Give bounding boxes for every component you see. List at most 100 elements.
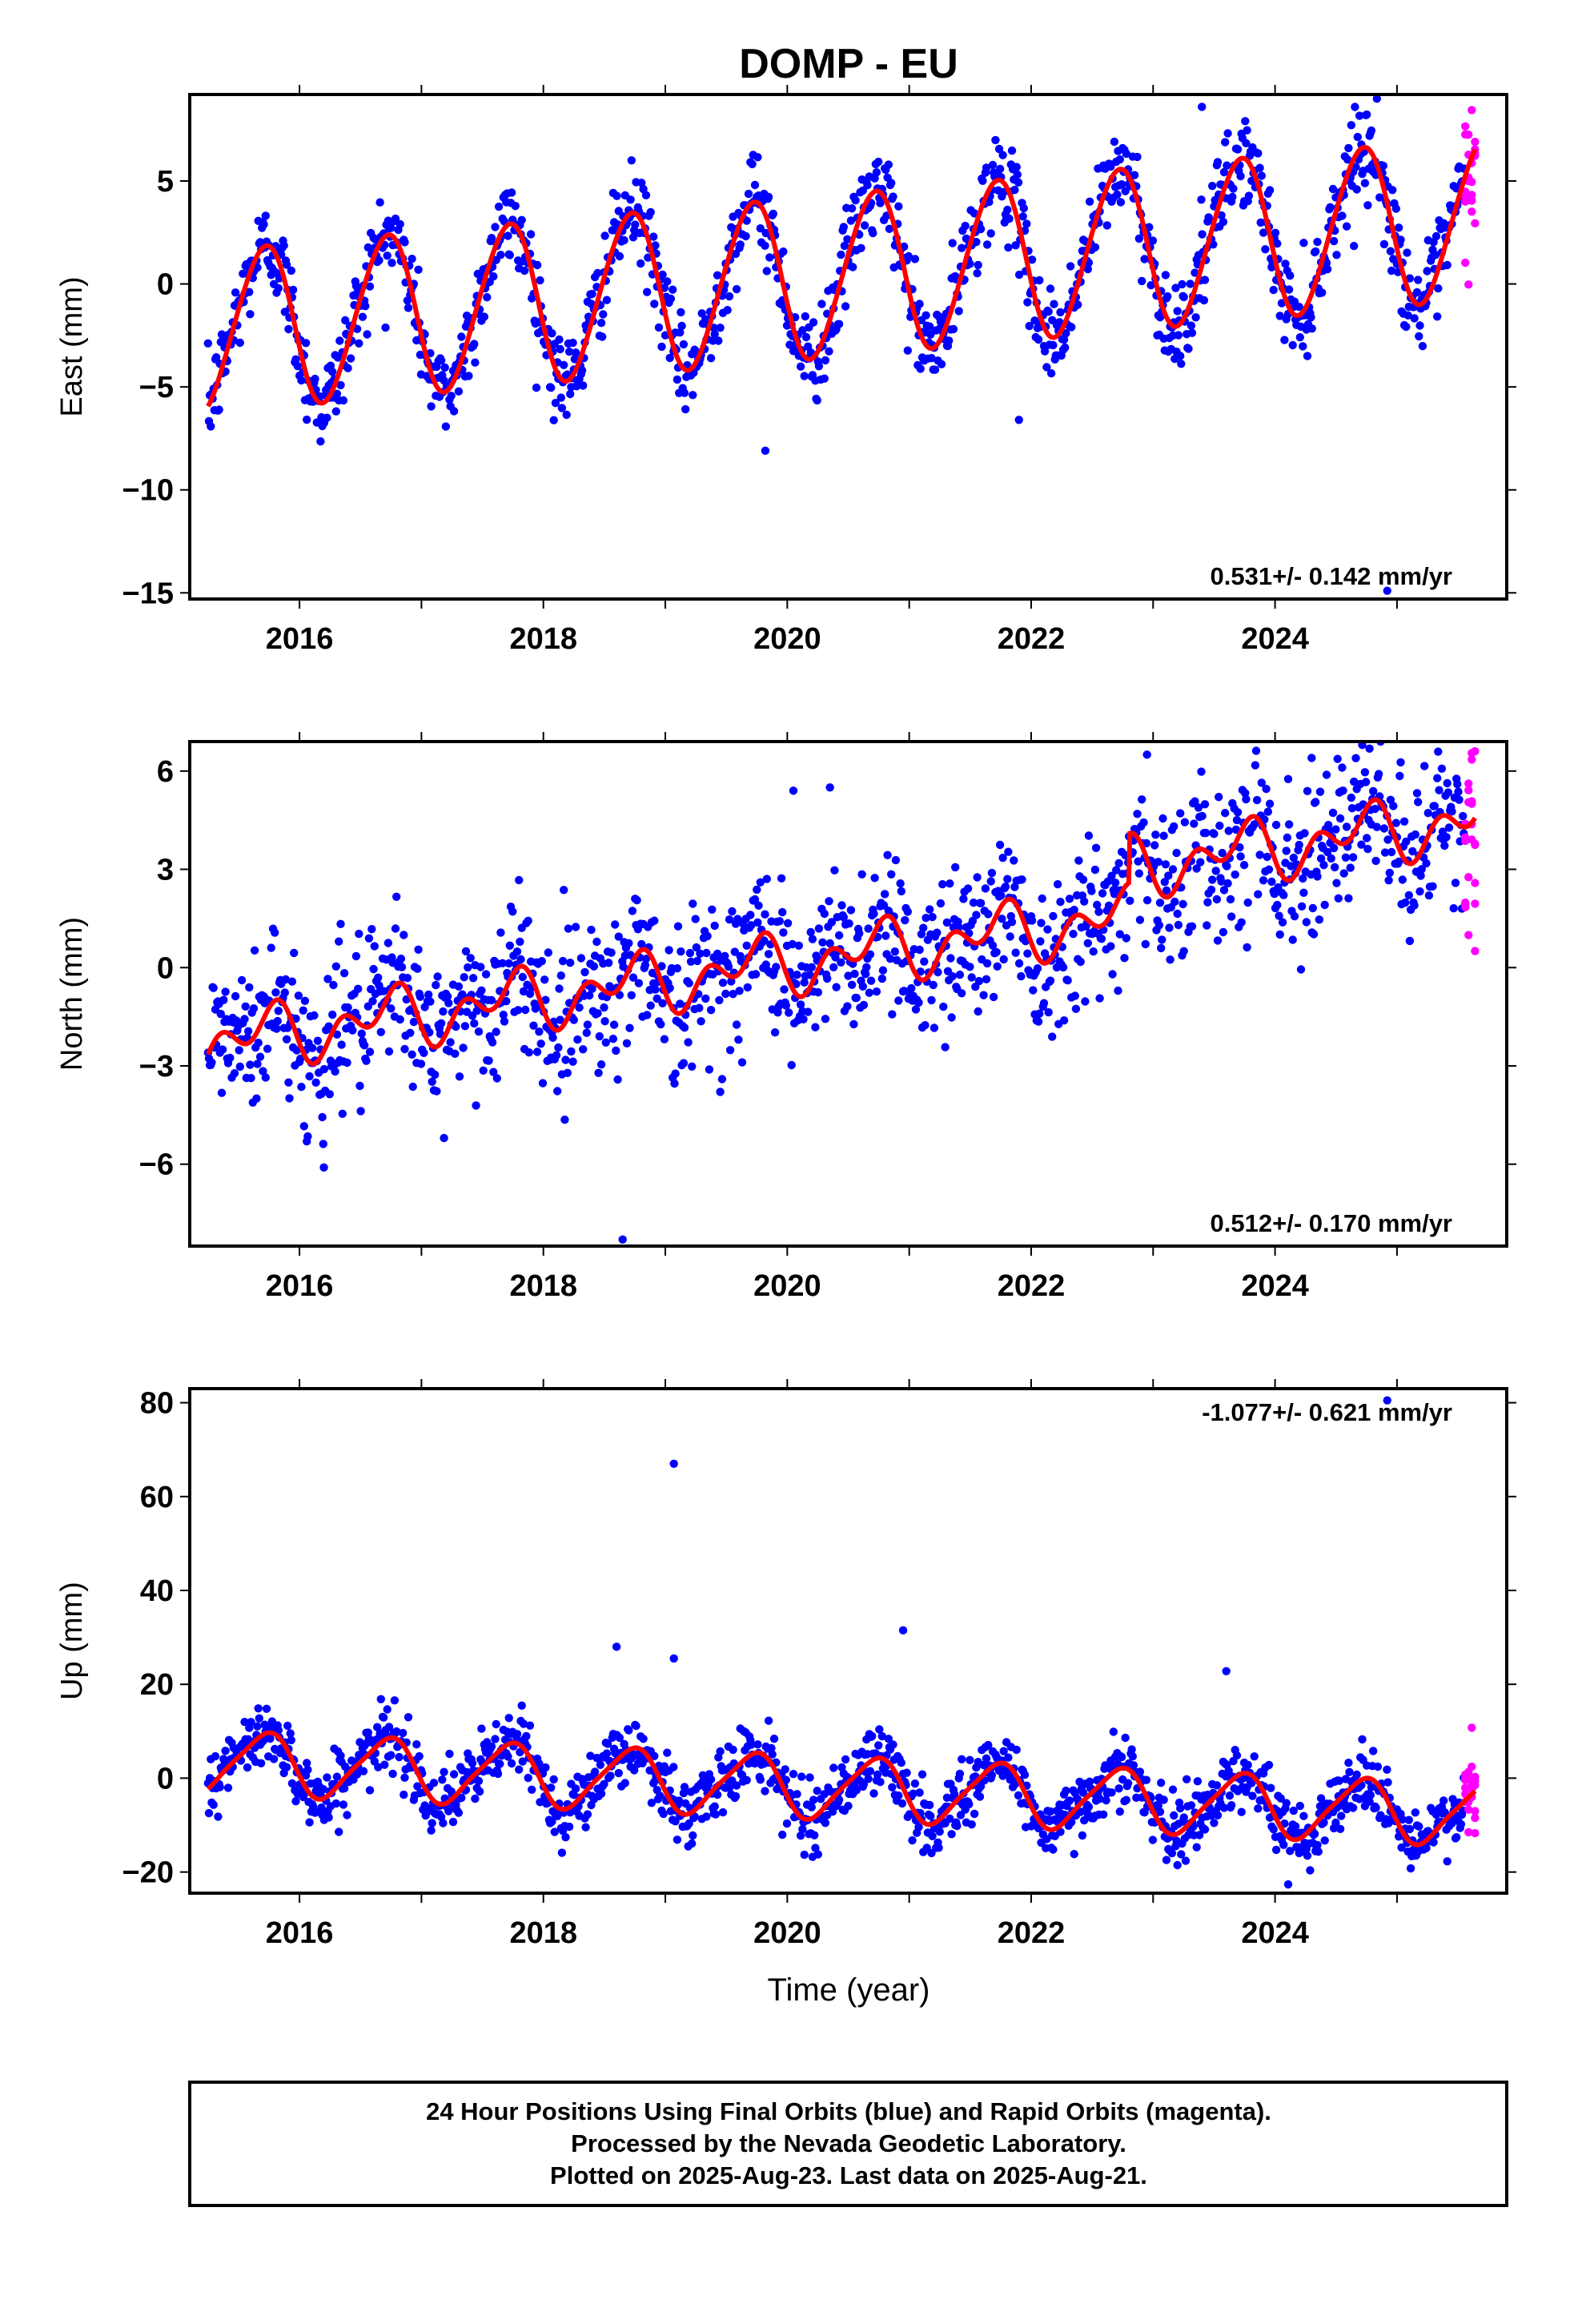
up-point (632, 1721, 640, 1731)
up-point (1078, 1831, 1087, 1840)
north-point (1243, 898, 1252, 907)
east-point (1178, 279, 1186, 289)
up-point (894, 1791, 903, 1800)
east-point (532, 260, 542, 270)
up-point (1162, 1856, 1171, 1864)
north-point (560, 1116, 569, 1124)
north-point (701, 994, 710, 1003)
east-point (857, 243, 865, 252)
north-point (263, 1044, 272, 1053)
north-point (219, 995, 228, 1004)
east-point (753, 153, 762, 162)
up-point (1085, 1777, 1094, 1786)
north-point (339, 969, 349, 978)
east-point (887, 179, 896, 187)
north-point (1160, 878, 1170, 887)
up-point (343, 1811, 351, 1819)
east-point (1342, 222, 1351, 231)
up-point (902, 1768, 911, 1777)
east-point (723, 306, 732, 315)
north-point (995, 840, 1005, 850)
east-point (387, 259, 396, 267)
east-point (491, 223, 500, 231)
up-point (387, 1751, 396, 1759)
east-point (1338, 211, 1347, 220)
up-point (928, 1831, 937, 1840)
north-point (1443, 778, 1452, 788)
up-point (984, 1740, 993, 1750)
up-point (782, 1819, 792, 1828)
north-point (431, 1070, 440, 1080)
north-point (235, 1046, 243, 1055)
north-point (1196, 858, 1205, 866)
north-point (877, 974, 887, 983)
east-y-axis-label: East (mm) (55, 276, 89, 416)
north-point (310, 1011, 319, 1020)
up-point (240, 1718, 249, 1727)
up-point (987, 1771, 997, 1779)
north-point (612, 1046, 620, 1055)
up-point (710, 1802, 719, 1811)
north-point (929, 980, 938, 990)
up-point (266, 1734, 275, 1743)
north-point (1091, 843, 1101, 853)
east-point (1295, 333, 1305, 342)
north-outlier-point (789, 786, 798, 795)
up-point (1213, 1811, 1223, 1819)
north-point (1444, 823, 1454, 832)
east-point (1067, 323, 1076, 332)
north-point (976, 899, 986, 908)
east-point (1018, 212, 1027, 221)
north-point (1361, 778, 1371, 786)
east-point (1184, 344, 1193, 353)
north-point (921, 914, 930, 923)
east-point (1423, 267, 1431, 275)
north-point (1265, 799, 1275, 808)
up-point (283, 1721, 292, 1731)
north-point (834, 931, 844, 940)
up-point (1154, 1801, 1163, 1810)
east-point (1161, 271, 1170, 279)
north-point (696, 949, 705, 959)
north-point (290, 948, 299, 958)
east-point (1303, 352, 1312, 360)
north-point (1095, 994, 1104, 1003)
east-point (825, 347, 833, 356)
north-point (249, 1004, 259, 1013)
up-point (1127, 1745, 1136, 1754)
east-point (1233, 145, 1243, 154)
east-point (820, 374, 829, 383)
up-point (798, 1824, 807, 1834)
north-point (673, 964, 682, 973)
east-point (414, 265, 423, 274)
east-point (1344, 143, 1353, 153)
north-point (627, 991, 636, 1000)
north-point (1237, 918, 1246, 927)
up-point (1456, 1819, 1466, 1829)
north-point (641, 955, 651, 963)
north-point (679, 1059, 689, 1068)
north-point (318, 1112, 327, 1122)
north-point (241, 1002, 250, 1011)
north-point (1190, 819, 1199, 828)
north-point (477, 986, 486, 995)
up-point (946, 1814, 954, 1823)
up-point (1310, 1829, 1319, 1839)
north-point (735, 987, 744, 995)
east-point (279, 241, 288, 250)
up-point (620, 1779, 629, 1787)
north-point (231, 991, 240, 1001)
east-rapid-point (1461, 258, 1470, 267)
north-point (938, 880, 947, 889)
east-point (1062, 329, 1070, 338)
up-point (596, 1789, 606, 1798)
east-point (1395, 223, 1403, 232)
north-point (973, 873, 982, 882)
up-point (953, 1821, 962, 1831)
east-point (436, 356, 446, 365)
east-point (383, 251, 391, 260)
east-point (1056, 308, 1065, 317)
up-point (915, 1788, 924, 1797)
up-point (1078, 1788, 1088, 1797)
east-point (1186, 321, 1196, 330)
